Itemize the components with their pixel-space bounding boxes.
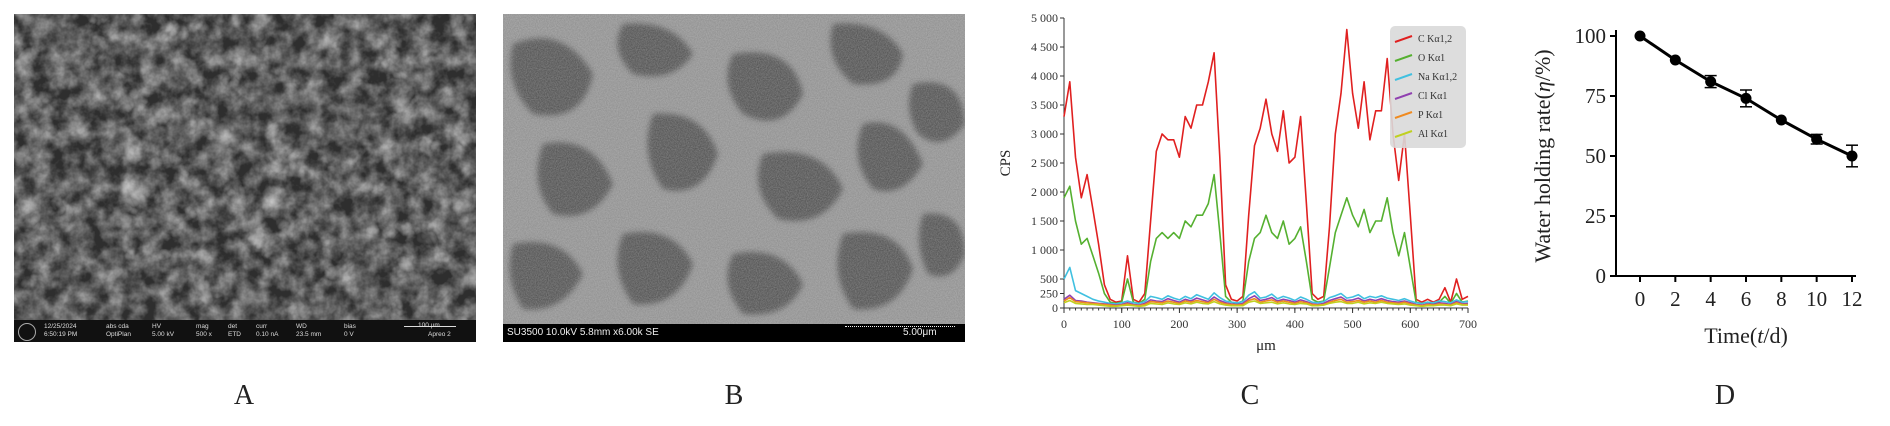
legend-label: Cl Kα1 (1418, 91, 1447, 102)
series-line (1063, 28, 1469, 303)
x-tick-label: 10 (1806, 287, 1827, 311)
x-tick-label: 12 (1842, 287, 1863, 311)
databar-det-label: det (228, 323, 238, 330)
x-tick-label: 2 (1670, 287, 1681, 311)
databar-wd-label: WD (296, 323, 307, 330)
y-tick-label: 2 500 (1031, 156, 1058, 170)
databar-hv-value: 5.00 kV (152, 331, 175, 338)
panel-a: 12/25/2024 6:50:19 PM abs cda OptiPlan HV 5… (14, 14, 476, 342)
y-tick-label: 250 (1040, 287, 1058, 301)
sem-scale-label-a: 100 μm (418, 322, 440, 329)
sem-image-b: SU3500 10.0kV 5.8mm x6.00k SE 5.00μm (503, 14, 965, 342)
x-tick-label: 0 (1635, 287, 1646, 311)
data-point (1669, 54, 1681, 66)
databar-mode-value: OptiPlan (106, 331, 131, 338)
databar-wd-value: 23.5 mm (296, 331, 322, 338)
data-point (1705, 76, 1717, 88)
y-tick-label: 25 (1585, 204, 1606, 228)
x-axis-label: μm (1256, 338, 1276, 354)
sem-brand-a: Apreo 2 (428, 331, 451, 338)
y-tick-label: 3 500 (1031, 98, 1058, 112)
x-tick-label: 4 (1705, 287, 1716, 311)
x-tick-label: 200 (1170, 317, 1188, 331)
legend: C Kα1,2 O Kα1 Na Kα1,2 Cl Kα1 P Kα1 Al Kα1 (1390, 26, 1466, 148)
x-tick-label: 100 (1113, 317, 1131, 331)
data-point (1775, 114, 1787, 126)
legend-swatch (1394, 35, 1413, 43)
y-tick-label: 0 (1052, 301, 1058, 315)
databar-mode-label: abs cda (106, 323, 129, 330)
x-tick-label: 300 (1228, 317, 1246, 331)
y-tick-label: 1 500 (1031, 214, 1058, 228)
panel-c: 0 250 500 1 000 1 500 2 000 2 500 3 000 3 500 4 0… (990, 0, 1510, 370)
legend-swatch (1394, 111, 1413, 119)
x-tick-label: 6 (1741, 287, 1752, 311)
y-tick-label: 1 000 (1031, 243, 1058, 257)
databar-det-value: ETD (228, 331, 241, 338)
databar-mag-value: 500 x (196, 331, 212, 338)
legend-label: O Kα1 (1418, 53, 1445, 64)
y-tick-label: 4 500 (1031, 40, 1058, 54)
x-tick-label: 8 (1776, 287, 1787, 311)
sem-logo-icon (18, 323, 36, 341)
y-axis-label: Water holding rate(η/%) (1530, 49, 1555, 262)
databar-bias-label: bias (344, 323, 356, 330)
panel-letter-d: D (1714, 380, 1736, 411)
legend-label: C Kα1,2 (1418, 34, 1452, 45)
data-point (1740, 92, 1752, 104)
y-tick-label: 100 (1575, 24, 1607, 48)
x-axis-label: Time(t/d) (1704, 323, 1788, 348)
series-line (1063, 299, 1468, 308)
data-point (1846, 150, 1858, 162)
panel-d: 0 25 50 75 100 0 2 4 6 8 10 12 Time(t/d) Water holdin… (1530, 0, 1890, 370)
legend-swatch (1394, 130, 1413, 138)
x-tick-label: 600 (1401, 317, 1419, 331)
y-tick-label: 50 (1585, 144, 1606, 168)
legend-label: Na Kα1,2 (1418, 72, 1457, 83)
y-tick-label: 75 (1585, 84, 1606, 108)
panel-b: SU3500 10.0kV 5.8mm x6.00k SE 5.00μm (503, 14, 965, 342)
sem-databar-a: 12/25/2024 6:50:19 PM abs cda OptiPlan HV 5… (14, 320, 476, 342)
y-tick-label: 4 000 (1031, 69, 1058, 83)
sem-scale-label-b: 5.00μm (903, 327, 937, 338)
databar-hv-label: HV (152, 323, 162, 330)
legend-swatch (1394, 73, 1413, 81)
legend-swatch (1394, 54, 1413, 62)
sem-micrograph-porous (14, 14, 476, 342)
series-line (1063, 266, 1469, 305)
x-tick-label: 500 (1344, 317, 1362, 331)
databar-curr-value: 0.10 nA (256, 331, 279, 338)
legend-label: P Kα1 (1418, 110, 1443, 121)
sem-scalebar-a (404, 326, 456, 327)
panel-letter-a: A (233, 380, 255, 411)
y-tick-label: 5 000 (1031, 11, 1058, 25)
sem-databar-b-left: SU3500 10.0kV 5.8mm x6.00k SE (507, 327, 659, 338)
y-tick-label: 500 (1040, 272, 1058, 286)
y-tick-label: 2 000 (1031, 185, 1058, 199)
x-tick-label: 0 (1061, 317, 1067, 331)
series-line (1063, 173, 1469, 305)
data-point (1634, 30, 1646, 42)
databar-mag-label: mag (196, 323, 209, 330)
sem-databar-b: SU3500 10.0kV 5.8mm x6.00k SE 5.00μm (503, 324, 965, 342)
sem-scalebar-b (845, 326, 955, 330)
legend-label: Al Kα1 (1418, 129, 1448, 140)
x-tick-label: 700 (1459, 317, 1477, 331)
panel-letter-c: C (1240, 380, 1260, 411)
data-point (1811, 133, 1823, 145)
databar-bias-value: 0 V (344, 331, 354, 338)
panel-letter-b: B (724, 380, 744, 411)
sem-image-a: 12/25/2024 6:50:19 PM abs cda OptiPlan HV 5… (14, 14, 476, 342)
y-tick-label: 3 000 (1031, 127, 1058, 141)
y-axis-label: CPS (998, 150, 1014, 177)
databar-curr-label: curr (256, 323, 268, 330)
sem-micrograph-network (503, 14, 965, 324)
y-tick-label: 0 (1596, 264, 1607, 288)
databar-time: 6:50:19 PM (44, 331, 78, 338)
legend-swatch (1394, 92, 1413, 100)
x-tick-label: 400 (1286, 317, 1304, 331)
databar-date: 12/25/2024 (44, 323, 77, 330)
